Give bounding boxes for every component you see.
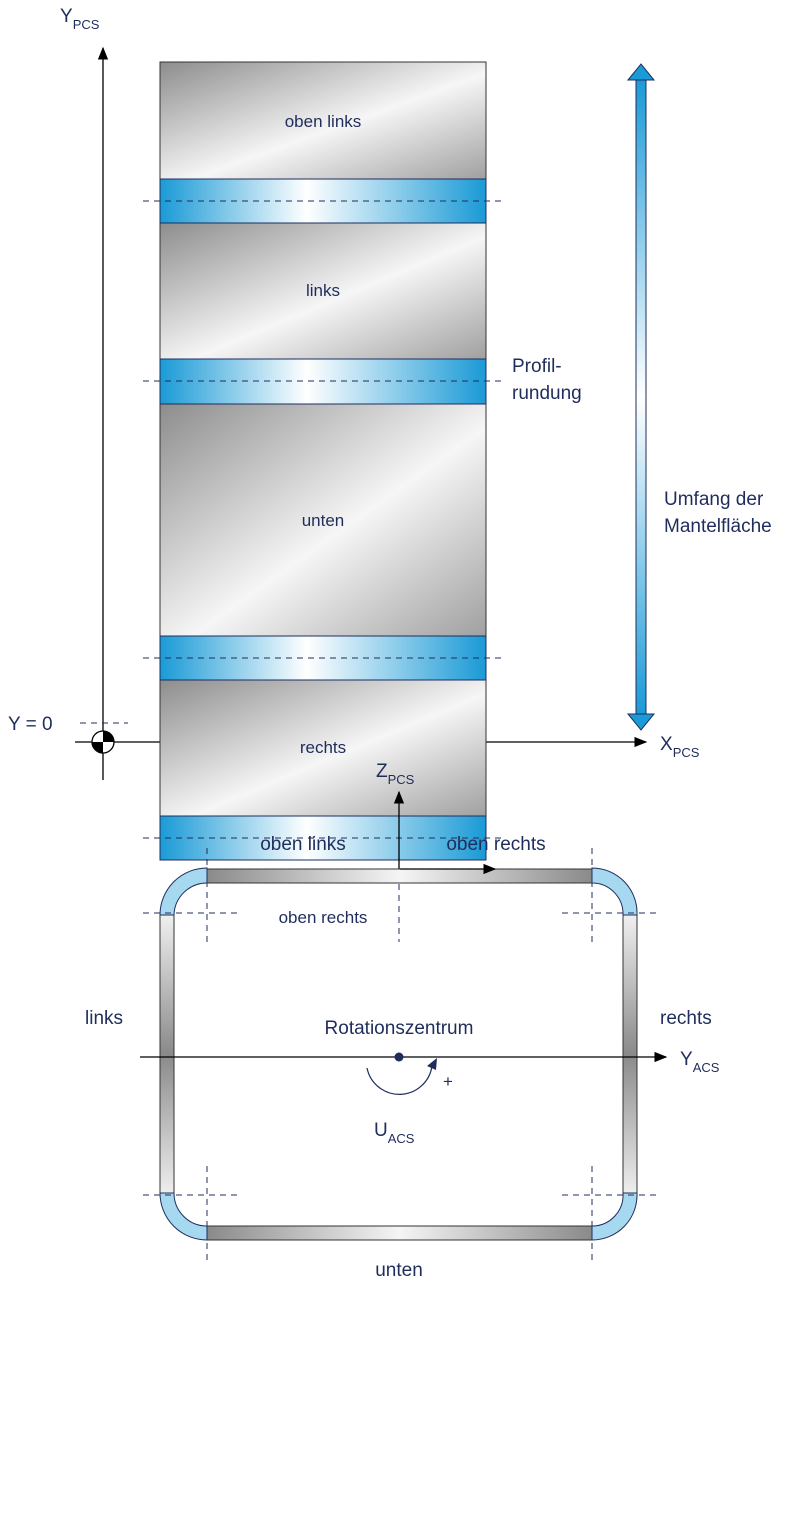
section-oben-links [159, 61, 487, 180]
sv-label-oben-rechts: oben rechts [446, 834, 545, 855]
rotation-center-label: Rotationszentrum [325, 1018, 474, 1039]
corner-reference-lines [143, 848, 657, 1262]
label-unten: unten [302, 511, 345, 530]
profile-bottom-bar [206, 1225, 593, 1241]
plus-sign: + [443, 1072, 453, 1091]
band-centerlines [143, 200, 505, 839]
label-oben-rechts: oben rechts [279, 908, 368, 927]
sv-label-unten: unten [375, 1260, 423, 1281]
profile-right-bar [622, 914, 638, 1194]
label-links: links [306, 281, 340, 300]
sv-label-links: links [85, 1008, 123, 1029]
label-rechts: rechts [300, 738, 346, 757]
u-acs-label: UACS [374, 1120, 415, 1146]
rotation-arrowhead [427, 1058, 437, 1070]
z-pcs-label: ZPCS [376, 761, 415, 787]
x-pcs-label: XPCS [660, 734, 700, 760]
sv-label-oben-links: oben links [260, 834, 346, 855]
profile-top-bar [206, 868, 593, 884]
profile-left-bar [159, 914, 175, 1194]
sv-label-rechts: rechts [660, 1008, 712, 1029]
label-oben-links: oben links [285, 112, 362, 131]
profilrundung-label-1: Profil- [512, 356, 562, 377]
y-pcs-label: YPCS [60, 6, 100, 32]
y-zero-label: Y = 0 [8, 714, 53, 735]
rotation-center-dot [394, 1052, 404, 1062]
perimeter-label-1: Umfang der [664, 489, 764, 510]
profile-corners [159, 867, 638, 1241]
perimeter-arrow [626, 63, 656, 731]
section-rechts-body [159, 679, 487, 817]
origin-icon [91, 730, 115, 754]
section-unten [159, 403, 487, 637]
perimeter-label-2: Mantelfläche [664, 516, 772, 537]
section-view: ZPCS YACS [85, 761, 720, 1281]
rotation-arc [366, 1065, 433, 1095]
top-view: YPCS XPCS Y = 0 o [8, 6, 772, 927]
profilrundung-label-2: rundung [512, 383, 582, 404]
y-acs-label: YACS [680, 1049, 720, 1075]
